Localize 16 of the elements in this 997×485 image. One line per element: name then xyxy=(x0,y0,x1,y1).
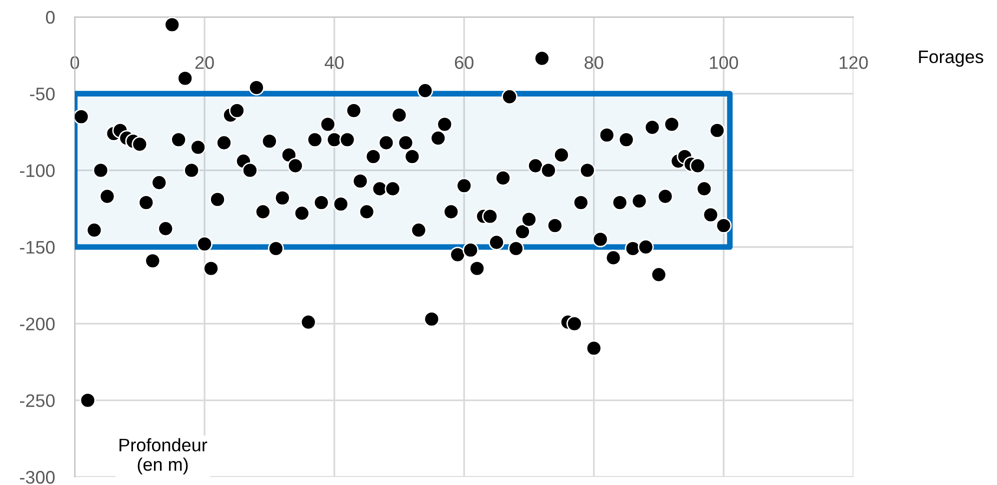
y-tick-label: -100 xyxy=(20,164,55,178)
y-tick-label: -150 xyxy=(20,240,55,254)
x-axis-title: Forages xyxy=(919,50,984,67)
y-axis-title: Profondeur (en m) xyxy=(120,438,208,474)
x-tick-label: 60 xyxy=(454,56,474,69)
y-tick-label: -300 xyxy=(20,470,55,484)
x-tick-label: 120 xyxy=(840,56,868,69)
x-tick-label: 0 xyxy=(70,56,80,69)
x-tick-label: 20 xyxy=(195,56,214,69)
y-tick-label: 0 xyxy=(46,10,55,24)
y-tick-label: -200 xyxy=(20,318,55,330)
y-tick-label: -50 xyxy=(30,88,55,100)
y-tick-label: -250 xyxy=(20,394,55,408)
x-tick-label: 40 xyxy=(324,56,344,69)
x-tick-label: 100 xyxy=(710,56,738,69)
x-tick-label: 80 xyxy=(584,56,604,69)
